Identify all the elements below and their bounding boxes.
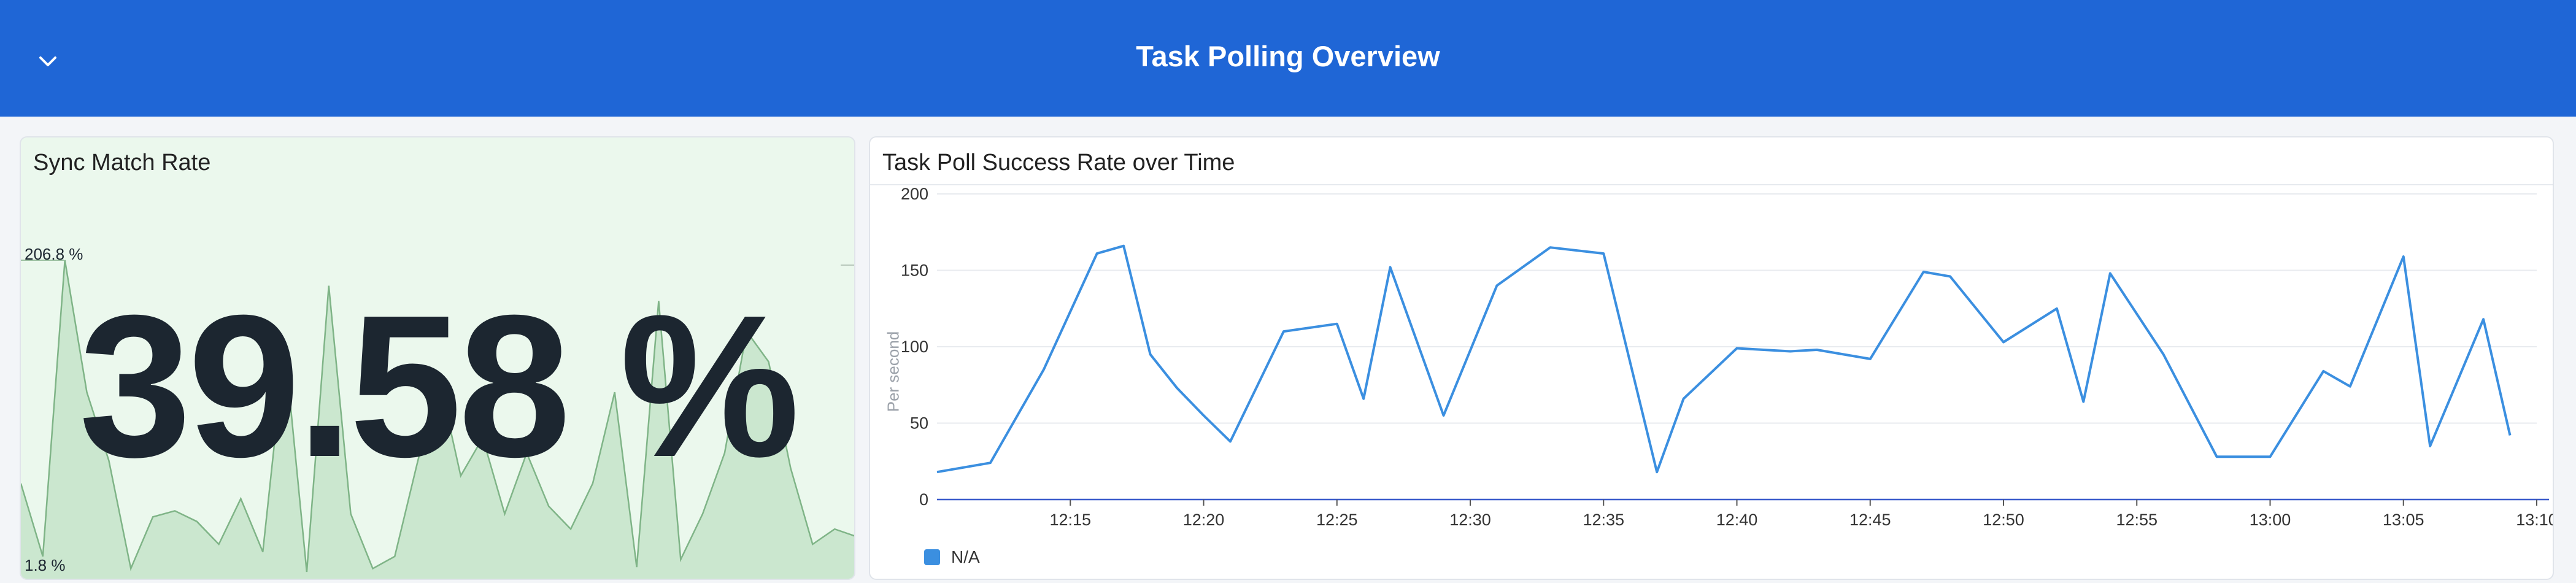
spark-area [21,260,854,579]
stat-value: 39.58 % [79,272,800,499]
y-tick-label: 50 [910,414,928,433]
sync-match-rate-panel[interactable]: Sync Match Rate 206.8 % 1.8 % 39.58 % [20,136,855,580]
chevron-down-icon[interactable] [29,43,66,80]
legend-swatch [924,549,940,565]
y-tick-label: 150 [901,261,928,280]
chart-legend[interactable]: N/A [924,547,980,567]
series-line [936,244,2512,474]
line-chart: 0 50 100 150 200 12:15 12:20 12:25 12:30 12:35 12:… [901,185,2554,529]
y-tick-label: 100 [901,338,928,356]
y-axis-title: Per second [884,331,903,412]
spark-min-label: 1.8 % [25,556,66,574]
section-title: Task Polling Overview [1136,40,1440,72]
y-tick-label: 0 [919,490,928,509]
x-tick-label: 13:10 [2516,511,2554,529]
spark-max-label: 206.8 % [25,245,83,263]
x-tick-label: 12:55 [2116,511,2158,529]
legend-label: N/A [951,547,980,566]
x-tick-label: 12:50 [1983,511,2024,529]
y-tick-label: 200 [901,185,928,203]
spark-line [21,260,854,573]
x-tick-label: 12:35 [1583,511,1624,529]
sparkline [21,260,854,579]
task-poll-success-panel[interactable]: Task Poll Success Rate over Time 0 50 100 1… [869,136,2554,580]
x-tick-label: 12:30 [1449,511,1491,529]
x-tick-label: 13:00 [2250,511,2291,529]
x-tick-label: 12:45 [1849,511,1891,529]
x-tick-label: 12:15 [1049,511,1091,529]
x-tick-label: 13:05 [2383,511,2424,529]
dashboard-section-header: Task Polling Overview [0,0,2576,117]
title-divider [870,184,2553,185]
x-tick-label: 12:25 [1316,511,1358,529]
x-tick-label: 12:40 [1716,511,1758,529]
panel-title: Sync Match Rate [33,150,211,176]
x-tick-label: 12:20 [1183,511,1225,529]
panel-title: Task Poll Success Rate over Time [882,150,1235,176]
